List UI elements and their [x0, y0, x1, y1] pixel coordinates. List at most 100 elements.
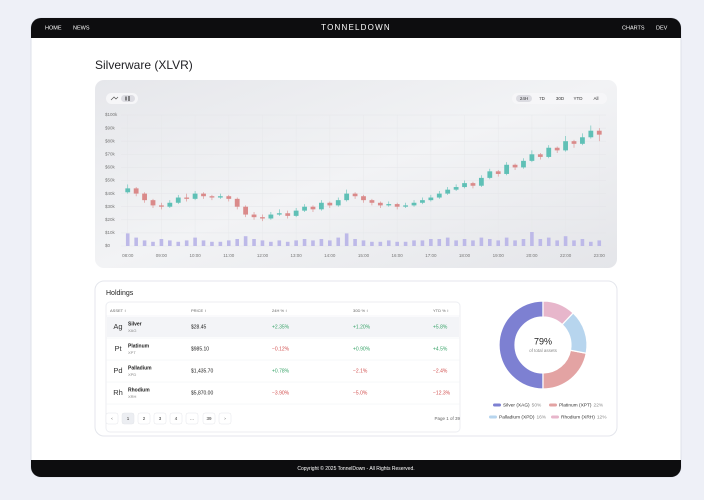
- page-button[interactable]: [153, 412, 167, 425]
- asset-code: XRH: [128, 394, 137, 399]
- volume-bar: [513, 240, 517, 246]
- volume-bar: [226, 240, 231, 246]
- y-tick-label: $60k: [105, 165, 116, 170]
- candle-body: [588, 130, 594, 138]
- legend-swatch: [489, 415, 497, 419]
- candle-body: [217, 196, 223, 198]
- range-button[interactable]: 30D: [556, 96, 565, 101]
- volume-bar: [142, 240, 147, 246]
- price-cell: $1,435.70: [191, 368, 213, 374]
- volume-bar: [437, 239, 442, 246]
- x-tick-label: 22:00: [560, 253, 572, 258]
- volume-bar: [201, 240, 206, 246]
- x-tick-label: 18:00: [459, 253, 471, 258]
- candle-body: [293, 210, 299, 216]
- candle-body: [133, 188, 139, 194]
- candle-body: [453, 187, 459, 190]
- y-tick-label: $90k: [105, 125, 116, 130]
- range-button[interactable]: 7D: [539, 96, 546, 101]
- legend-value: 22%: [594, 402, 604, 408]
- legend-label: Platinum (XPT): [559, 402, 592, 408]
- page-info: Page 1 of 39: [434, 416, 460, 421]
- candle-body: [268, 214, 274, 219]
- volume-bar: [589, 241, 593, 246]
- candle-body: [184, 197, 190, 199]
- asset-symbol: Pd: [113, 366, 122, 375]
- candle-body: [563, 141, 568, 151]
- y-tick-label: $40k: [105, 191, 116, 196]
- column-header[interactable]: PRICE ↕: [191, 308, 206, 313]
- nav-link[interactable]: NEWS: [73, 25, 90, 31]
- card-title: Holdings: [106, 290, 134, 297]
- column-header[interactable]: 24H % ↕: [272, 308, 287, 313]
- candle-toggle-active[interactable]: [121, 95, 135, 102]
- candle-body: [445, 189, 451, 194]
- volume-bar: [269, 241, 273, 246]
- page-label: 1: [127, 416, 130, 421]
- range-button[interactable]: 24H: [520, 96, 528, 101]
- range-button[interactable]: YTD: [574, 96, 584, 101]
- candle-body: [276, 213, 282, 215]
- page-button[interactable]: [121, 412, 135, 425]
- volume-bar: [277, 240, 282, 246]
- volume-bar: [370, 241, 374, 246]
- candle-body: [234, 198, 240, 207]
- volume-bar: [521, 239, 526, 246]
- candle-body: [436, 193, 442, 198]
- page-button[interactable]: [169, 412, 183, 425]
- candle-icon: [125, 96, 130, 101]
- candle-body: [596, 130, 602, 135]
- page-label: ‹: [111, 416, 113, 421]
- page-button[interactable]: [137, 412, 151, 425]
- volume-bar: [496, 240, 501, 246]
- candle-body: [521, 160, 526, 168]
- range-active: [516, 95, 532, 102]
- candle-body: [318, 202, 324, 210]
- y-tick-label: $50k: [105, 178, 116, 183]
- nav-link[interactable]: HOME: [45, 25, 62, 31]
- column-header[interactable]: ASSET ↕: [110, 308, 126, 313]
- candle-body: [285, 213, 291, 216]
- volume-bar: [555, 240, 559, 246]
- candle-body: [546, 147, 552, 157]
- page-button[interactable]: [218, 412, 232, 425]
- line-icon[interactable]: [110, 96, 119, 101]
- candle-body: [209, 196, 215, 198]
- page-label: ›: [224, 416, 226, 421]
- page-button[interactable]: [105, 412, 119, 425]
- volume-bar: [176, 241, 181, 246]
- page-button[interactable]: [202, 412, 216, 425]
- page-button[interactable]: [185, 412, 199, 425]
- y-tick-label: $100k: [105, 112, 118, 117]
- volume-bar: [235, 239, 239, 246]
- nav-link[interactable]: DEV: [656, 25, 668, 31]
- range-button[interactable]: All: [593, 96, 598, 101]
- x-tick-label: 11:00: [223, 253, 234, 258]
- change-cell: +0.78%: [272, 368, 290, 374]
- volume-bar: [395, 241, 399, 246]
- candle-body: [201, 193, 206, 197]
- candle-body: [352, 193, 358, 197]
- candle-body: [420, 200, 425, 203]
- column-header[interactable]: YTD % ↕: [433, 308, 449, 313]
- candle-body: [150, 200, 156, 206]
- asset-symbol: Pt: [114, 344, 122, 353]
- asset-symbol: Rh: [113, 388, 123, 397]
- column-header[interactable]: 30D % ↕: [353, 308, 368, 313]
- price-cell: $985.10: [191, 346, 209, 352]
- page-label: …: [190, 416, 195, 421]
- brand: TONNELDOWN: [321, 23, 391, 32]
- x-tick-label: 17:00: [425, 253, 437, 258]
- volume-bar: [563, 236, 568, 246]
- y-tick-label: $70k: [105, 151, 116, 156]
- volume-bar: [597, 240, 602, 246]
- change-cell: +2.35%: [272, 324, 290, 330]
- nav-link[interactable]: CHARTS: [622, 25, 645, 31]
- candle-body: [226, 196, 232, 199]
- range-toggle: [512, 93, 607, 104]
- candle-body: [159, 205, 164, 207]
- legend-swatch: [549, 403, 557, 407]
- volume-bar: [168, 240, 172, 246]
